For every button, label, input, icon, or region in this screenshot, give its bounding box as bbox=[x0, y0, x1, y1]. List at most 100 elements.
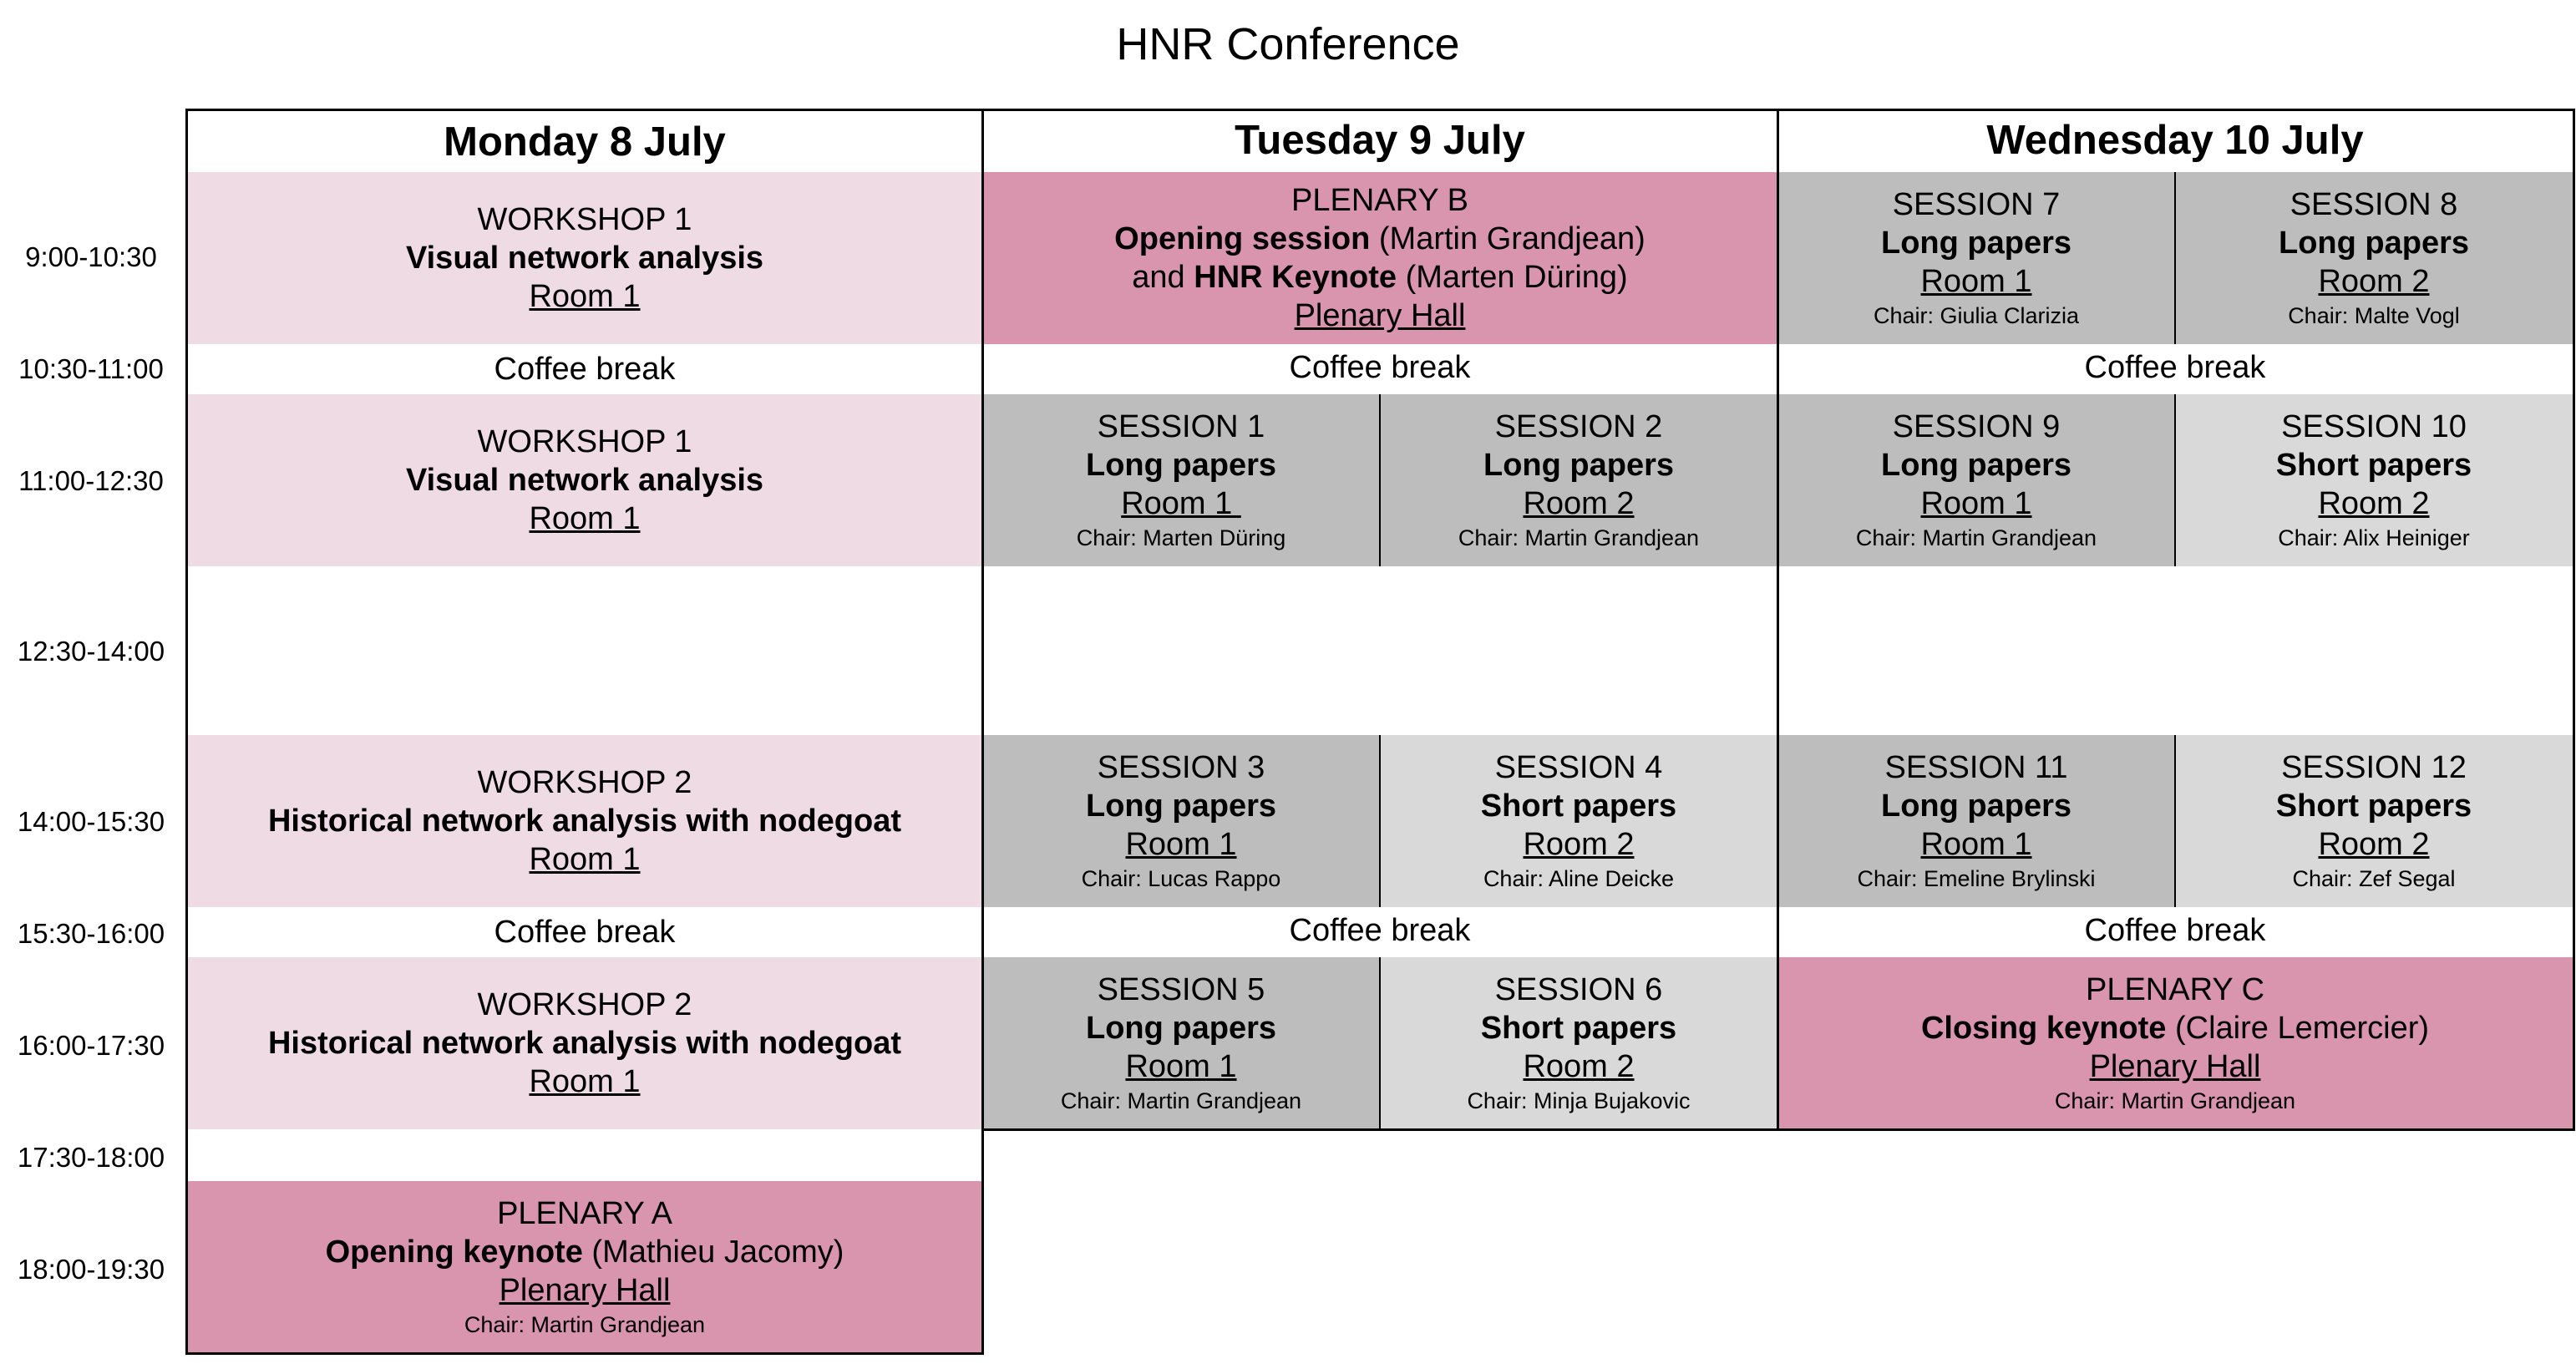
chair-label: Chair: Emeline Brylinski bbox=[1857, 866, 2096, 891]
session-type: SESSION 12 bbox=[2281, 750, 2467, 785]
time-label: 15:30-16:00 bbox=[17, 918, 165, 949]
day-header-tuesday: Tuesday 9 July bbox=[1235, 118, 1525, 163]
session-type: PLENARY C bbox=[2085, 972, 2265, 1007]
session-4: SESSION 4 Short papers Room 2 Chair: Ali… bbox=[1380, 735, 1777, 907]
session-2: SESSION 2 Long papers Room 2 Chair: Mart… bbox=[1380, 394, 1777, 566]
session-type: SESSION 3 bbox=[1097, 750, 1265, 785]
grid-line bbox=[981, 1128, 2575, 1131]
page-title: HNR Conference bbox=[1116, 19, 1460, 69]
session-type: SESSION 7 bbox=[1892, 187, 2061, 222]
grid-line bbox=[2174, 394, 2176, 566]
chair-label: Chair: Martin Grandjean bbox=[464, 1312, 706, 1337]
session-title-line: and HNR Keynote (Marten Düring) bbox=[1132, 258, 1627, 297]
grid-line bbox=[1379, 394, 1381, 566]
session-title: Opening keynote bbox=[325, 1235, 583, 1270]
room-link: Room 1 bbox=[1125, 1049, 1237, 1084]
workshop-1-late-morning: WORKSHOP 1 Visual network analysis Room … bbox=[187, 394, 982, 566]
chair-label: Chair: Martin Grandjean bbox=[2054, 1088, 2296, 1113]
connector: and bbox=[1132, 260, 1194, 295]
plenary-b: PLENARY B Opening session (Martin Grandj… bbox=[982, 172, 1777, 344]
time-label: 9:00-10:30 bbox=[25, 241, 157, 272]
session-6: SESSION 6 Short papers Room 2 Chair: Min… bbox=[1380, 957, 1777, 1129]
grid-line bbox=[185, 1352, 984, 1355]
session-title: Short papers bbox=[2275, 448, 2472, 483]
time-label: 16:00-17:30 bbox=[17, 1030, 165, 1061]
chair-label: Chair: Marten Düring bbox=[1076, 525, 1286, 550]
coffee-break: Coffee break bbox=[1289, 350, 1471, 385]
speaker: (Marten Düring) bbox=[1397, 260, 1628, 295]
room-link: Room 1 bbox=[529, 501, 641, 536]
session-type: SESSION 1 bbox=[1097, 409, 1265, 444]
plenary-a: PLENARY A Opening keynote (Mathieu Jacom… bbox=[187, 1181, 982, 1353]
coffee-break: Coffee break bbox=[494, 352, 676, 387]
session-title: Long papers bbox=[1085, 448, 1277, 483]
room-link: Room 1 bbox=[1920, 827, 2032, 862]
session-type: SESSION 10 bbox=[2281, 409, 2467, 444]
time-label: 14:00-15:30 bbox=[17, 806, 165, 837]
room-link: Room 2 bbox=[1523, 486, 1635, 521]
chair-label: Chair: Alix Heiniger bbox=[2278, 525, 2470, 550]
grid-line bbox=[2174, 735, 2176, 907]
room-link: Plenary Hall bbox=[1294, 298, 1466, 333]
session-type: SESSION 8 bbox=[2289, 187, 2458, 222]
room-link: Room 2 bbox=[2318, 264, 2430, 299]
session-title: Short papers bbox=[1480, 788, 1677, 824]
session-1: SESSION 1 Long papers Room 1 Chair: Mart… bbox=[982, 394, 1380, 566]
session-title: Short papers bbox=[1480, 1011, 1677, 1046]
session-5: SESSION 5 Long papers Room 1 Chair: Mart… bbox=[982, 957, 1380, 1129]
grid-line bbox=[185, 109, 2575, 111]
chair-label: Chair: Giulia Clarizia bbox=[1873, 303, 2080, 328]
chair-label: Chair: Malte Vogl bbox=[2288, 303, 2460, 328]
session-10: SESSION 10 Short papers Room 2 Chair: Al… bbox=[2175, 394, 2573, 566]
time-label: 17:30-18:00 bbox=[17, 1142, 165, 1173]
session-title: Long papers bbox=[1085, 788, 1277, 824]
session-3: SESSION 3 Long papers Room 1 Chair: Luca… bbox=[982, 735, 1380, 907]
session-type: WORKSHOP 1 bbox=[477, 202, 692, 237]
chair-label: Chair: Martin Grandjean bbox=[1855, 525, 2097, 550]
session-type: PLENARY A bbox=[497, 1196, 672, 1231]
day-header-wednesday: Wednesday 10 July bbox=[1986, 118, 2364, 163]
grid-line bbox=[1379, 957, 1381, 1129]
workshop-1-morning: WORKSHOP 1 Visual network analysis Room … bbox=[187, 172, 982, 344]
session-title-line: Closing keynote (Claire Lemercier) bbox=[1921, 1009, 2429, 1047]
room-link: Plenary Hall bbox=[499, 1273, 671, 1308]
time-label: 10:30-11:00 bbox=[18, 353, 164, 384]
grid-line bbox=[2573, 109, 2575, 1131]
session-type: SESSION 9 bbox=[1892, 409, 2061, 444]
chair-label: Chair: Lucas Rappo bbox=[1081, 866, 1281, 891]
session-12: SESSION 12 Short papers Room 2 Chair: Ze… bbox=[2175, 735, 2573, 907]
room-link: Room 1 bbox=[1920, 486, 2032, 521]
room-link: Room 1 bbox=[1125, 827, 1237, 862]
session-title: Short papers bbox=[2275, 788, 2472, 824]
session-type: SESSION 6 bbox=[1494, 972, 1663, 1007]
speaker: (Claire Lemercier) bbox=[2166, 1011, 2430, 1046]
session-title: Closing keynote bbox=[1920, 1011, 2167, 1046]
grid-line bbox=[1777, 109, 1779, 1131]
session-title: Historical network analysis with nodegoa… bbox=[267, 1026, 902, 1061]
grid-line bbox=[2174, 172, 2176, 344]
chair-label: Chair: Aline Deicke bbox=[1483, 866, 1675, 891]
room-link: Room 2 bbox=[1523, 1049, 1635, 1084]
session-title: Long papers bbox=[1085, 1011, 1277, 1046]
workshop-2-afternoon: WORKSHOP 2 Historical network analysis w… bbox=[187, 735, 982, 907]
grid-line bbox=[185, 109, 188, 1355]
session-type: WORKSHOP 1 bbox=[477, 424, 692, 459]
session-title-line: Opening session (Martin Grandjean) bbox=[1114, 220, 1645, 258]
session-title: Opening session bbox=[1114, 221, 1371, 256]
speaker: (Martin Grandjean) bbox=[1370, 221, 1645, 256]
grid-line bbox=[981, 109, 984, 1355]
session-7: SESSION 7 Long papers Room 1 Chair: Giul… bbox=[1777, 172, 2175, 344]
workshop-2-late-afternoon: WORKSHOP 2 Historical network analysis w… bbox=[187, 957, 982, 1129]
session-type: WORKSHOP 2 bbox=[477, 765, 692, 800]
session-title: Long papers bbox=[1880, 448, 2072, 483]
chair-label: Chair: Martin Grandjean bbox=[1060, 1088, 1302, 1113]
plenary-c: PLENARY C Closing keynote (Claire Lemerc… bbox=[1777, 957, 2573, 1129]
room-link: Room 2 bbox=[2318, 827, 2430, 862]
room-link: Room 1 bbox=[529, 1064, 641, 1099]
session-9: SESSION 9 Long papers Room 1 Chair: Mart… bbox=[1777, 394, 2175, 566]
session-title-line: Opening keynote (Mathieu Jacomy) bbox=[326, 1233, 844, 1271]
chair-label: Chair: Zef Segal bbox=[2292, 866, 2456, 891]
session-title: Long papers bbox=[1880, 788, 2072, 824]
time-label: 11:00-12:30 bbox=[18, 465, 164, 496]
coffee-break: Coffee break bbox=[494, 915, 676, 950]
